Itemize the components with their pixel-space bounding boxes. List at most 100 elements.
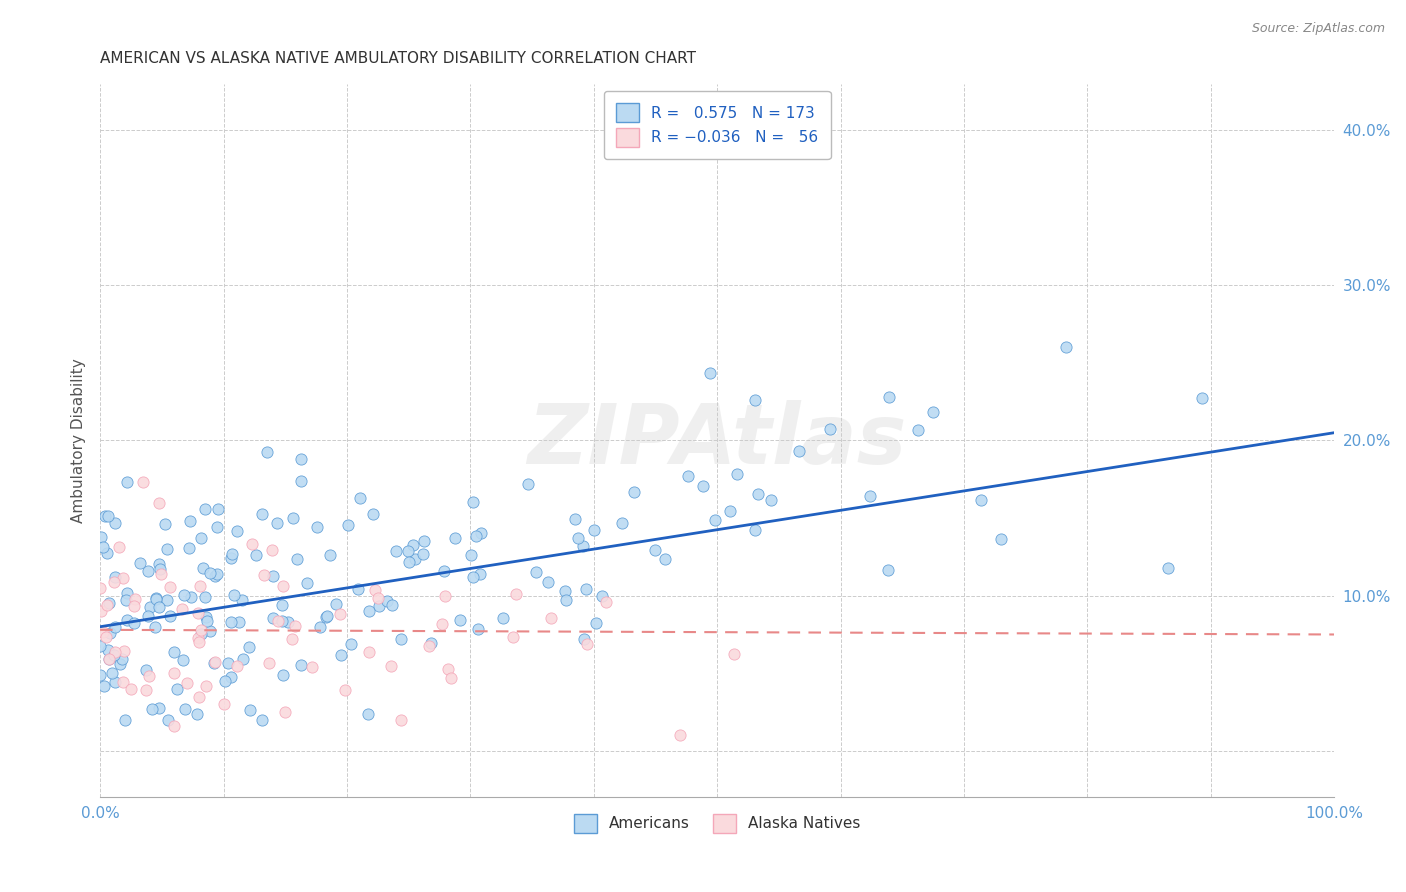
Point	[555, 592, 578, 607]
Point	[155, 593, 177, 607]
Point	[150, 566, 173, 581]
Point	[877, 390, 900, 404]
Point	[111, 652, 134, 666]
Point	[90, 604, 112, 618]
Point	[318, 548, 340, 562]
Point	[380, 659, 402, 673]
Point	[723, 647, 745, 661]
Point	[285, 552, 308, 566]
Point	[253, 568, 276, 582]
Point	[240, 536, 263, 550]
Point	[114, 713, 136, 727]
Point	[122, 616, 145, 631]
Point	[412, 547, 434, 561]
Point	[96, 598, 118, 612]
Point	[357, 645, 380, 659]
Point	[572, 539, 595, 553]
Point	[101, 666, 124, 681]
Point	[238, 640, 260, 654]
Point	[818, 422, 841, 436]
Point	[309, 620, 332, 634]
Point	[98, 651, 121, 665]
Point	[129, 556, 152, 570]
Point	[517, 477, 540, 491]
Point	[725, 467, 748, 482]
Point	[148, 700, 170, 714]
Point	[166, 682, 188, 697]
Point	[226, 659, 249, 673]
Point	[136, 564, 159, 578]
Point	[330, 648, 353, 662]
Point	[97, 643, 120, 657]
Point	[256, 445, 278, 459]
Point	[217, 656, 239, 670]
Point	[747, 487, 769, 501]
Point	[195, 614, 218, 628]
Point	[271, 667, 294, 681]
Point	[138, 669, 160, 683]
Point	[89, 639, 111, 653]
Point	[89, 581, 111, 595]
Point	[162, 718, 184, 732]
Point	[112, 644, 135, 658]
Point	[718, 504, 741, 518]
Point	[389, 713, 412, 727]
Point	[250, 507, 273, 521]
Point	[115, 593, 138, 607]
Point	[384, 544, 406, 558]
Point	[337, 518, 360, 533]
Point	[759, 492, 782, 507]
Point	[271, 614, 294, 628]
Point	[281, 632, 304, 646]
Point	[591, 589, 613, 603]
Point	[389, 632, 412, 647]
Point	[159, 581, 181, 595]
Point	[145, 592, 167, 607]
Point	[228, 615, 250, 630]
Point	[98, 626, 121, 640]
Point	[219, 615, 242, 629]
Point	[461, 570, 484, 584]
Point	[349, 491, 371, 505]
Point	[148, 599, 170, 614]
Point	[139, 600, 162, 615]
Point	[449, 613, 471, 627]
Point	[575, 637, 598, 651]
Point	[257, 657, 280, 671]
Point	[156, 541, 179, 556]
Point	[301, 660, 323, 674]
Point	[221, 547, 243, 561]
Point	[103, 648, 125, 662]
Point	[470, 525, 492, 540]
Point	[654, 552, 676, 566]
Point	[1191, 391, 1213, 405]
Text: Source: ZipAtlas.com: Source: ZipAtlas.com	[1251, 22, 1385, 36]
Point	[219, 670, 242, 684]
Point	[115, 613, 138, 627]
Point	[361, 507, 384, 521]
Point	[430, 617, 453, 632]
Point	[104, 516, 127, 530]
Point	[492, 611, 515, 625]
Point	[198, 566, 221, 580]
Point	[505, 587, 527, 601]
Point	[271, 579, 294, 593]
Point	[226, 524, 249, 538]
Point	[644, 543, 666, 558]
Point	[143, 620, 166, 634]
Point	[93, 625, 115, 640]
Point	[231, 593, 253, 607]
Point	[744, 393, 766, 408]
Point	[461, 495, 484, 509]
Point	[180, 590, 202, 604]
Point	[141, 702, 163, 716]
Point	[204, 569, 226, 583]
Point	[117, 585, 139, 599]
Point	[104, 675, 127, 690]
Point	[108, 657, 131, 671]
Point	[239, 703, 262, 717]
Point	[153, 516, 176, 531]
Point	[194, 591, 217, 605]
Point	[90, 530, 112, 544]
Point	[96, 630, 118, 644]
